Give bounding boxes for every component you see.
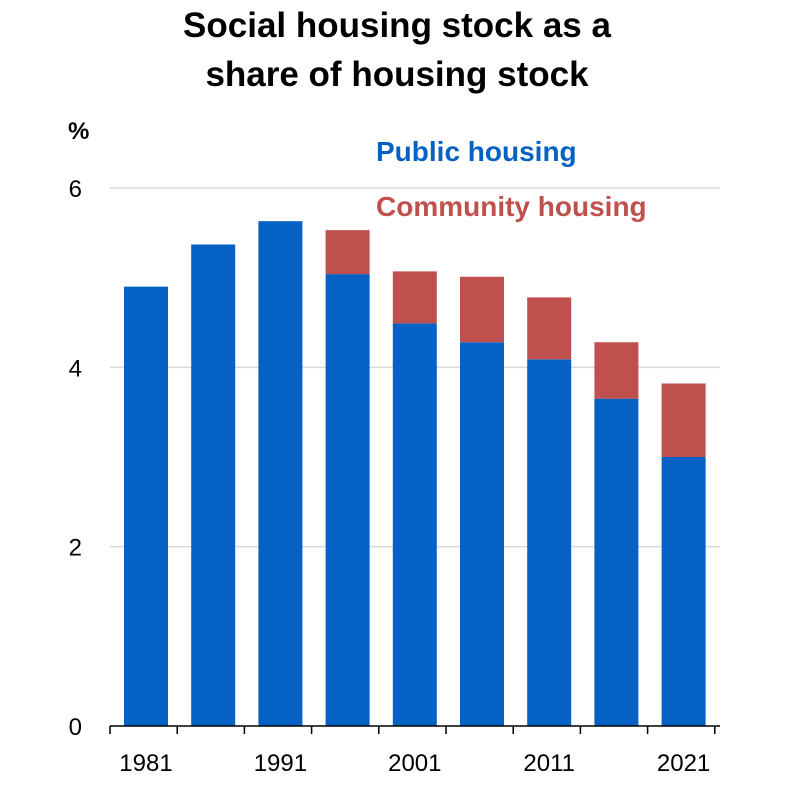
bar-public-2016 [594, 398, 639, 726]
bar-public-1991 [258, 221, 303, 726]
bar-community-2006 [460, 276, 504, 343]
bar-public-2021 [661, 457, 706, 726]
y-tick-label-0: 0 [69, 714, 82, 741]
legend-public-housing: Public housing [376, 136, 577, 167]
bar-public-1986 [191, 244, 236, 727]
y-axis-unit-label: % [68, 118, 89, 145]
bar-community-2021 [661, 383, 706, 457]
legend-community-housing: Community housing [376, 191, 647, 222]
y-tick-label-2: 2 [69, 535, 82, 562]
y-tick-label-6: 6 [69, 176, 82, 203]
bars [124, 221, 706, 727]
bar-public-2011 [527, 359, 572, 726]
bar-public-2006 [460, 342, 504, 726]
bar-public-2001 [392, 323, 437, 726]
x-tick-label-2001: 2001 [388, 750, 441, 777]
x-tick-label-1991: 1991 [254, 750, 307, 777]
x-tick-label-2021: 2021 [657, 750, 710, 777]
x-tick-labels: 1981 1991 2001 2011 2021 [119, 750, 710, 777]
bar-community-2016 [594, 342, 639, 399]
x-tick-label-2011: 2011 [523, 750, 575, 777]
y-tick-label-4: 4 [69, 355, 82, 382]
chart-title-line-2: share of housing stock [205, 55, 589, 94]
chart-title-line-1: Social housing stock as a [183, 6, 611, 45]
axes [109, 725, 720, 734]
bar-community-2011 [527, 297, 572, 360]
bar-public-1996 [325, 274, 370, 726]
x-tick-label-1981: 1981 [119, 750, 172, 777]
bar-community-2001 [392, 271, 437, 324]
bar-public-1981 [124, 286, 168, 726]
bar-community-1996 [325, 230, 370, 275]
y-tick-labels: 0 2 4 6 [69, 176, 82, 741]
